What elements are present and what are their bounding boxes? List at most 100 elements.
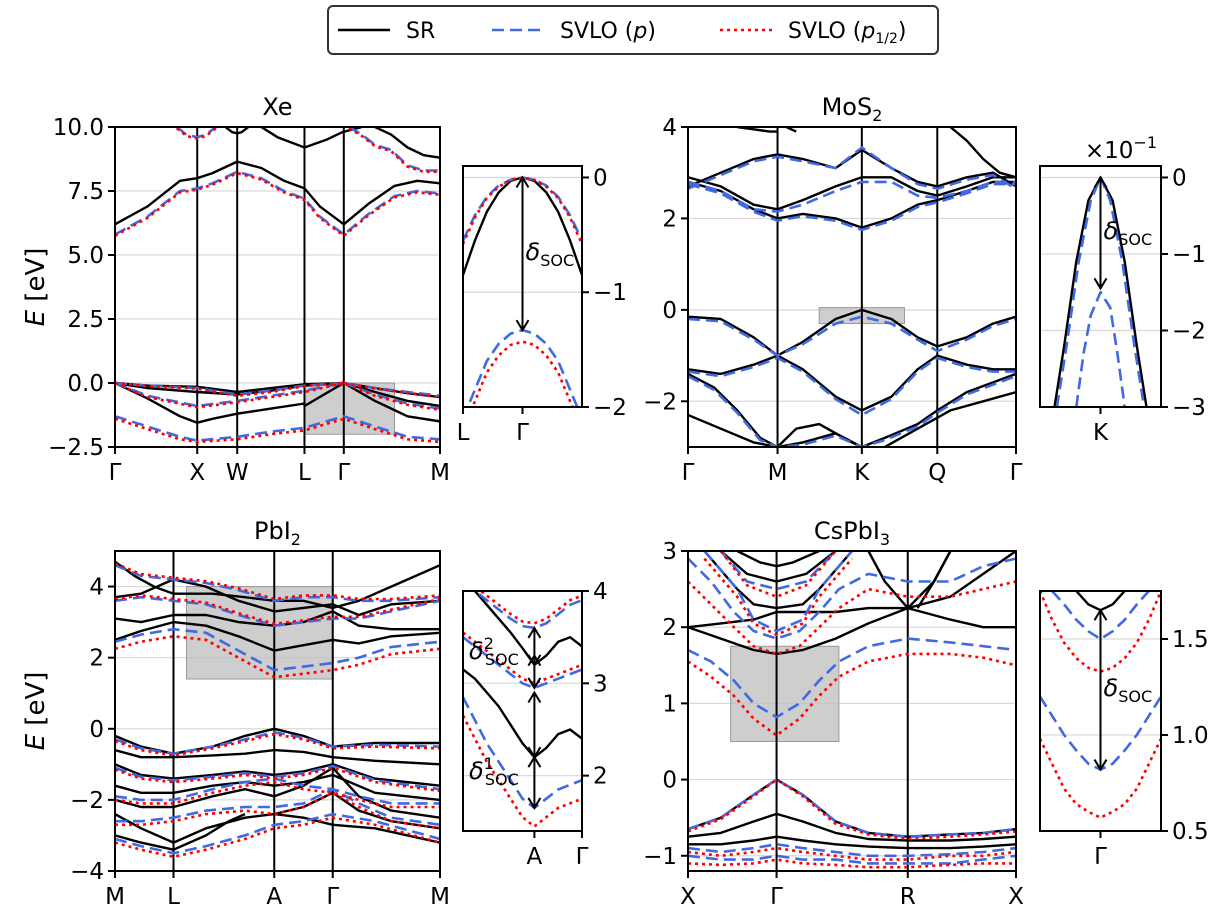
band-svlo-p xyxy=(115,764,440,791)
band-sr xyxy=(463,668,582,759)
xtick-label: L xyxy=(167,884,180,909)
xtick-label: X xyxy=(1008,884,1024,909)
zoom-region xyxy=(303,382,396,435)
band-sr xyxy=(115,748,440,766)
band-svlo-p12 xyxy=(688,846,1016,861)
inset-frame xyxy=(462,590,583,832)
delta-soc-label: δSOC xyxy=(526,238,575,270)
band-svlo-p12 xyxy=(348,127,440,174)
band-svlo-p xyxy=(688,180,1016,213)
xtick-label: A xyxy=(266,884,282,909)
legend-label: SVLO (p) xyxy=(560,19,656,44)
ytick-label: 0.5 xyxy=(1172,819,1209,845)
band-svlo-p12 xyxy=(115,562,440,601)
axes-frame xyxy=(114,126,441,448)
xtick-label: Γ xyxy=(682,460,695,486)
band-svlo-p12 xyxy=(719,551,837,599)
delta-soc-label: δ1 SOC xyxy=(469,754,519,789)
band-sr xyxy=(688,413,863,447)
ytick-label: 2 xyxy=(593,764,608,790)
band-sr xyxy=(224,127,250,135)
band-sr xyxy=(949,127,1016,179)
arrow-head xyxy=(527,653,542,667)
panel-title: CsPbI3 xyxy=(814,517,890,549)
band-svlo-p xyxy=(1075,290,1126,407)
axes-frame xyxy=(687,126,1017,448)
band-svlo-p12 xyxy=(471,340,574,407)
band-svlo-p xyxy=(115,787,440,827)
band-sr xyxy=(1075,591,1126,612)
ytick-label: 1.5 xyxy=(1172,627,1209,653)
band-sr xyxy=(688,148,1016,188)
band-svlo-p12 xyxy=(688,580,1016,656)
panel-pbi2: −4 −2 0 2 4 M L A Γ M PbI2 E [eV] xyxy=(21,517,450,909)
xtick-label: Q xyxy=(928,460,946,486)
xtick-label: Γ xyxy=(1094,844,1107,870)
band-svlo-p xyxy=(703,551,853,633)
arrow-head xyxy=(527,677,542,690)
band-svlo-p12 xyxy=(688,778,1016,841)
xtick-label: Γ xyxy=(516,420,529,446)
band-sr xyxy=(688,835,1016,850)
ytick-label: 2 xyxy=(89,646,104,672)
band-svlo-p xyxy=(688,315,1016,357)
xtick-label: Γ xyxy=(576,844,589,870)
ytick-label: 0 xyxy=(593,165,608,191)
ytick-label: −2 xyxy=(1172,318,1206,344)
band-svlo-p xyxy=(115,563,440,603)
delta-soc-label: δSOC xyxy=(1104,674,1153,706)
xtick-label: L xyxy=(298,460,311,486)
ytick-label: 7.5 xyxy=(67,179,104,205)
band-svlo-p xyxy=(463,636,582,690)
panel-cspbi3: −1 0 1 2 3 X Γ R X CsPbI3 xyxy=(643,517,1024,909)
band-sr xyxy=(736,551,820,568)
band-svlo-p xyxy=(115,777,440,805)
arrow-head xyxy=(1093,175,1108,188)
panel-title: Xe xyxy=(262,93,292,121)
ytick-label: −2 xyxy=(643,389,677,415)
arrow-head xyxy=(515,319,530,333)
xtick-label: W xyxy=(226,460,249,486)
xtick-label: M xyxy=(430,884,450,909)
panel-title: PbI2 xyxy=(254,517,301,549)
legend-label: SVLO (p1/2) xyxy=(788,19,906,47)
band-svlo-p12 xyxy=(115,816,440,859)
band-svlo-p12 xyxy=(115,634,440,679)
band-svlo-p12 xyxy=(115,766,440,793)
ytick-label: 2.5 xyxy=(67,307,104,333)
band-svlo-p12 xyxy=(688,858,1016,869)
band-svlo-p12 xyxy=(688,652,1016,737)
band-svlo-p12 xyxy=(703,557,853,637)
arrow-head xyxy=(1093,608,1108,621)
band-sr xyxy=(688,180,1016,229)
band-sr xyxy=(884,390,1016,447)
band-svlo-p12 xyxy=(478,591,582,625)
y-axis-label: E [eV] xyxy=(21,672,51,751)
ytick-label: −3 xyxy=(1172,395,1206,421)
band-sr xyxy=(115,381,440,424)
band-svlo-p12 xyxy=(115,381,440,399)
arrow-head xyxy=(1093,277,1108,291)
axes-frame xyxy=(687,550,1017,872)
ytick-label: 2 xyxy=(662,206,677,232)
band-sr xyxy=(115,813,246,851)
ytick-label: 1 xyxy=(662,691,677,717)
band-svlo-p xyxy=(719,551,837,591)
ytick-label: −4 xyxy=(70,859,104,885)
band-sr xyxy=(737,127,778,133)
band-svlo-p12 xyxy=(463,176,582,245)
xtick-label: Γ xyxy=(326,884,339,909)
xtick-label: K xyxy=(854,460,870,486)
band-svlo-p xyxy=(688,778,1016,839)
xtick-label: K xyxy=(1093,420,1109,446)
band-svlo-p xyxy=(471,591,582,630)
xtick-label: X xyxy=(680,884,696,909)
band-sr xyxy=(916,551,952,609)
band-svlo-p xyxy=(1051,591,1150,641)
ytick-label: 2 xyxy=(662,615,677,641)
band-svlo-p xyxy=(115,595,440,628)
band-sr xyxy=(115,763,440,787)
